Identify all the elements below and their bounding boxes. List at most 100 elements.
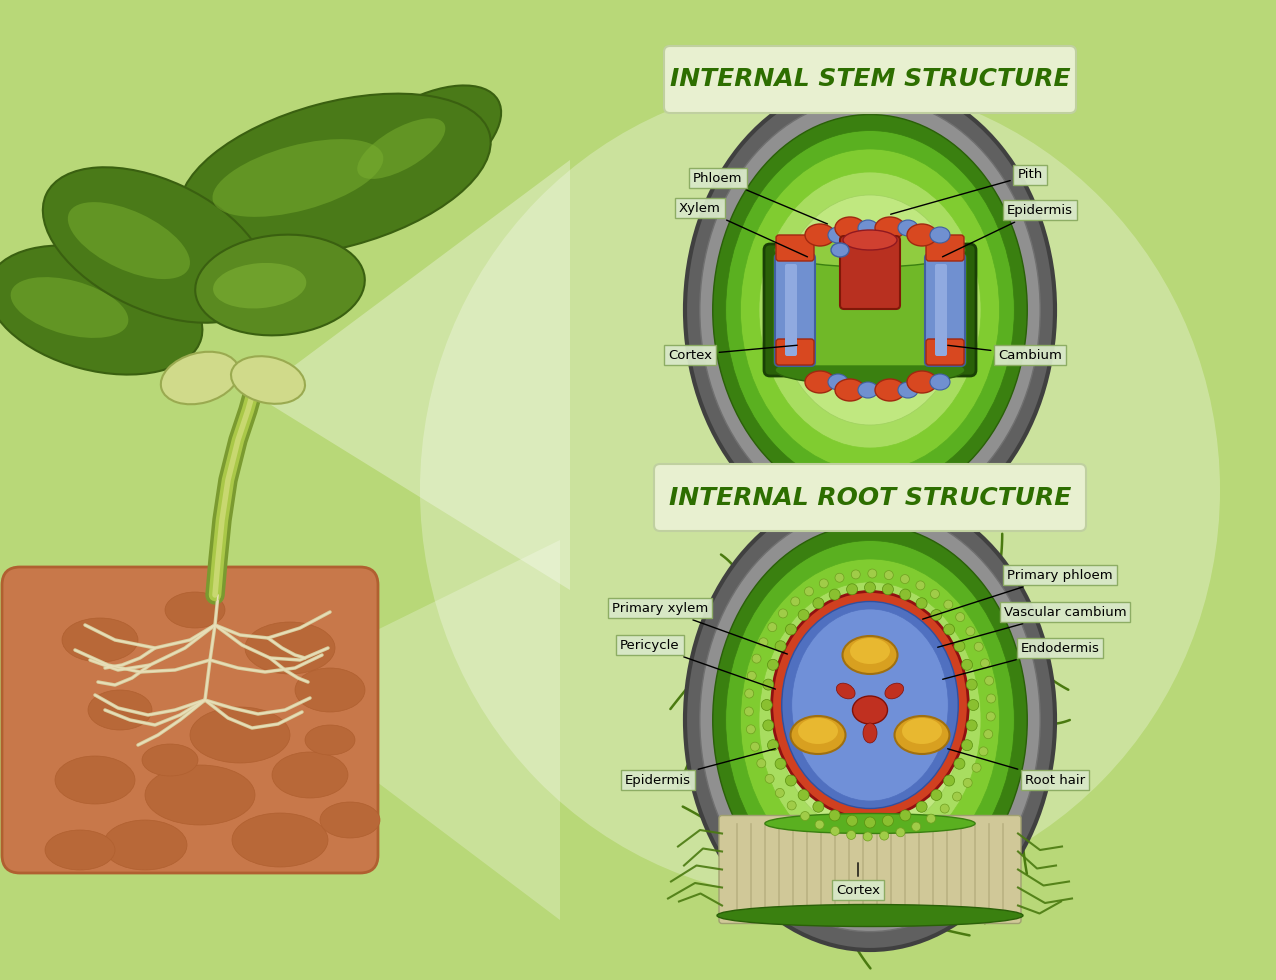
Ellipse shape: [339, 85, 501, 205]
FancyBboxPatch shape: [664, 46, 1076, 113]
Ellipse shape: [898, 382, 917, 398]
Circle shape: [943, 624, 954, 635]
Text: Root hair: Root hair: [948, 749, 1085, 787]
Circle shape: [883, 584, 893, 595]
Ellipse shape: [772, 592, 968, 818]
Circle shape: [846, 584, 857, 595]
Circle shape: [980, 659, 989, 667]
Circle shape: [966, 720, 977, 731]
Circle shape: [744, 707, 753, 716]
Ellipse shape: [898, 220, 917, 236]
Ellipse shape: [759, 582, 981, 858]
Circle shape: [831, 826, 840, 835]
Circle shape: [804, 587, 814, 596]
Circle shape: [954, 641, 965, 652]
Ellipse shape: [68, 202, 190, 279]
Circle shape: [865, 582, 875, 593]
Ellipse shape: [420, 80, 1220, 900]
Circle shape: [931, 790, 942, 801]
Text: Vascular cambium: Vascular cambium: [938, 606, 1127, 647]
Circle shape: [944, 600, 953, 610]
Text: Cortex: Cortex: [836, 862, 880, 897]
Ellipse shape: [852, 696, 888, 724]
Ellipse shape: [740, 559, 999, 881]
Circle shape: [776, 789, 785, 798]
Ellipse shape: [55, 756, 135, 804]
Ellipse shape: [835, 379, 865, 401]
Ellipse shape: [213, 263, 306, 309]
Ellipse shape: [740, 456, 999, 486]
FancyBboxPatch shape: [764, 244, 976, 376]
FancyBboxPatch shape: [655, 464, 1086, 531]
Circle shape: [750, 742, 759, 752]
Circle shape: [962, 660, 972, 670]
Text: Epidermis: Epidermis: [943, 204, 1073, 257]
Ellipse shape: [828, 374, 849, 390]
Circle shape: [819, 579, 828, 588]
Circle shape: [865, 817, 875, 828]
FancyBboxPatch shape: [3, 567, 378, 873]
Ellipse shape: [43, 168, 267, 322]
Ellipse shape: [843, 230, 897, 250]
Circle shape: [966, 679, 977, 690]
Circle shape: [759, 638, 768, 647]
Ellipse shape: [190, 707, 290, 763]
Ellipse shape: [930, 374, 951, 390]
Circle shape: [868, 569, 877, 578]
Circle shape: [745, 689, 754, 698]
Ellipse shape: [842, 636, 897, 674]
Ellipse shape: [875, 217, 905, 239]
Circle shape: [815, 820, 824, 829]
Text: Cambium: Cambium: [948, 345, 1062, 362]
Ellipse shape: [857, 382, 878, 398]
Circle shape: [986, 694, 995, 703]
Circle shape: [786, 624, 796, 635]
Ellipse shape: [165, 592, 225, 628]
Ellipse shape: [699, 509, 1040, 932]
Circle shape: [911, 822, 921, 831]
Ellipse shape: [10, 277, 129, 338]
Text: Primary xylem: Primary xylem: [612, 602, 787, 654]
Ellipse shape: [777, 195, 962, 425]
Ellipse shape: [145, 765, 255, 825]
Ellipse shape: [835, 217, 865, 239]
Ellipse shape: [726, 130, 1014, 489]
Ellipse shape: [232, 813, 328, 867]
FancyBboxPatch shape: [926, 339, 963, 365]
Circle shape: [974, 642, 984, 652]
Ellipse shape: [907, 224, 937, 246]
Ellipse shape: [886, 683, 903, 699]
Circle shape: [952, 792, 962, 801]
Ellipse shape: [699, 98, 1040, 521]
Circle shape: [883, 815, 893, 826]
Ellipse shape: [791, 716, 846, 754]
Ellipse shape: [836, 683, 855, 699]
Circle shape: [778, 609, 787, 618]
Text: INTERNAL STEM STRUCTURE: INTERNAL STEM STRUCTURE: [670, 68, 1071, 91]
Ellipse shape: [88, 690, 152, 730]
Circle shape: [984, 730, 993, 739]
Ellipse shape: [828, 227, 849, 243]
Circle shape: [916, 581, 925, 590]
Circle shape: [786, 775, 796, 786]
Circle shape: [979, 747, 988, 756]
FancyBboxPatch shape: [926, 235, 963, 261]
Circle shape: [746, 725, 755, 734]
FancyBboxPatch shape: [785, 264, 798, 356]
Circle shape: [800, 811, 809, 820]
Ellipse shape: [740, 149, 999, 471]
Circle shape: [916, 598, 928, 609]
Circle shape: [916, 802, 928, 812]
Ellipse shape: [907, 371, 937, 393]
Circle shape: [896, 828, 905, 837]
Circle shape: [986, 711, 995, 721]
Ellipse shape: [930, 227, 951, 243]
Ellipse shape: [713, 115, 1027, 506]
Circle shape: [926, 814, 935, 823]
Ellipse shape: [798, 718, 838, 744]
Circle shape: [972, 763, 981, 772]
Ellipse shape: [777, 605, 962, 835]
FancyBboxPatch shape: [935, 264, 947, 356]
Polygon shape: [255, 540, 560, 920]
Circle shape: [798, 610, 809, 620]
